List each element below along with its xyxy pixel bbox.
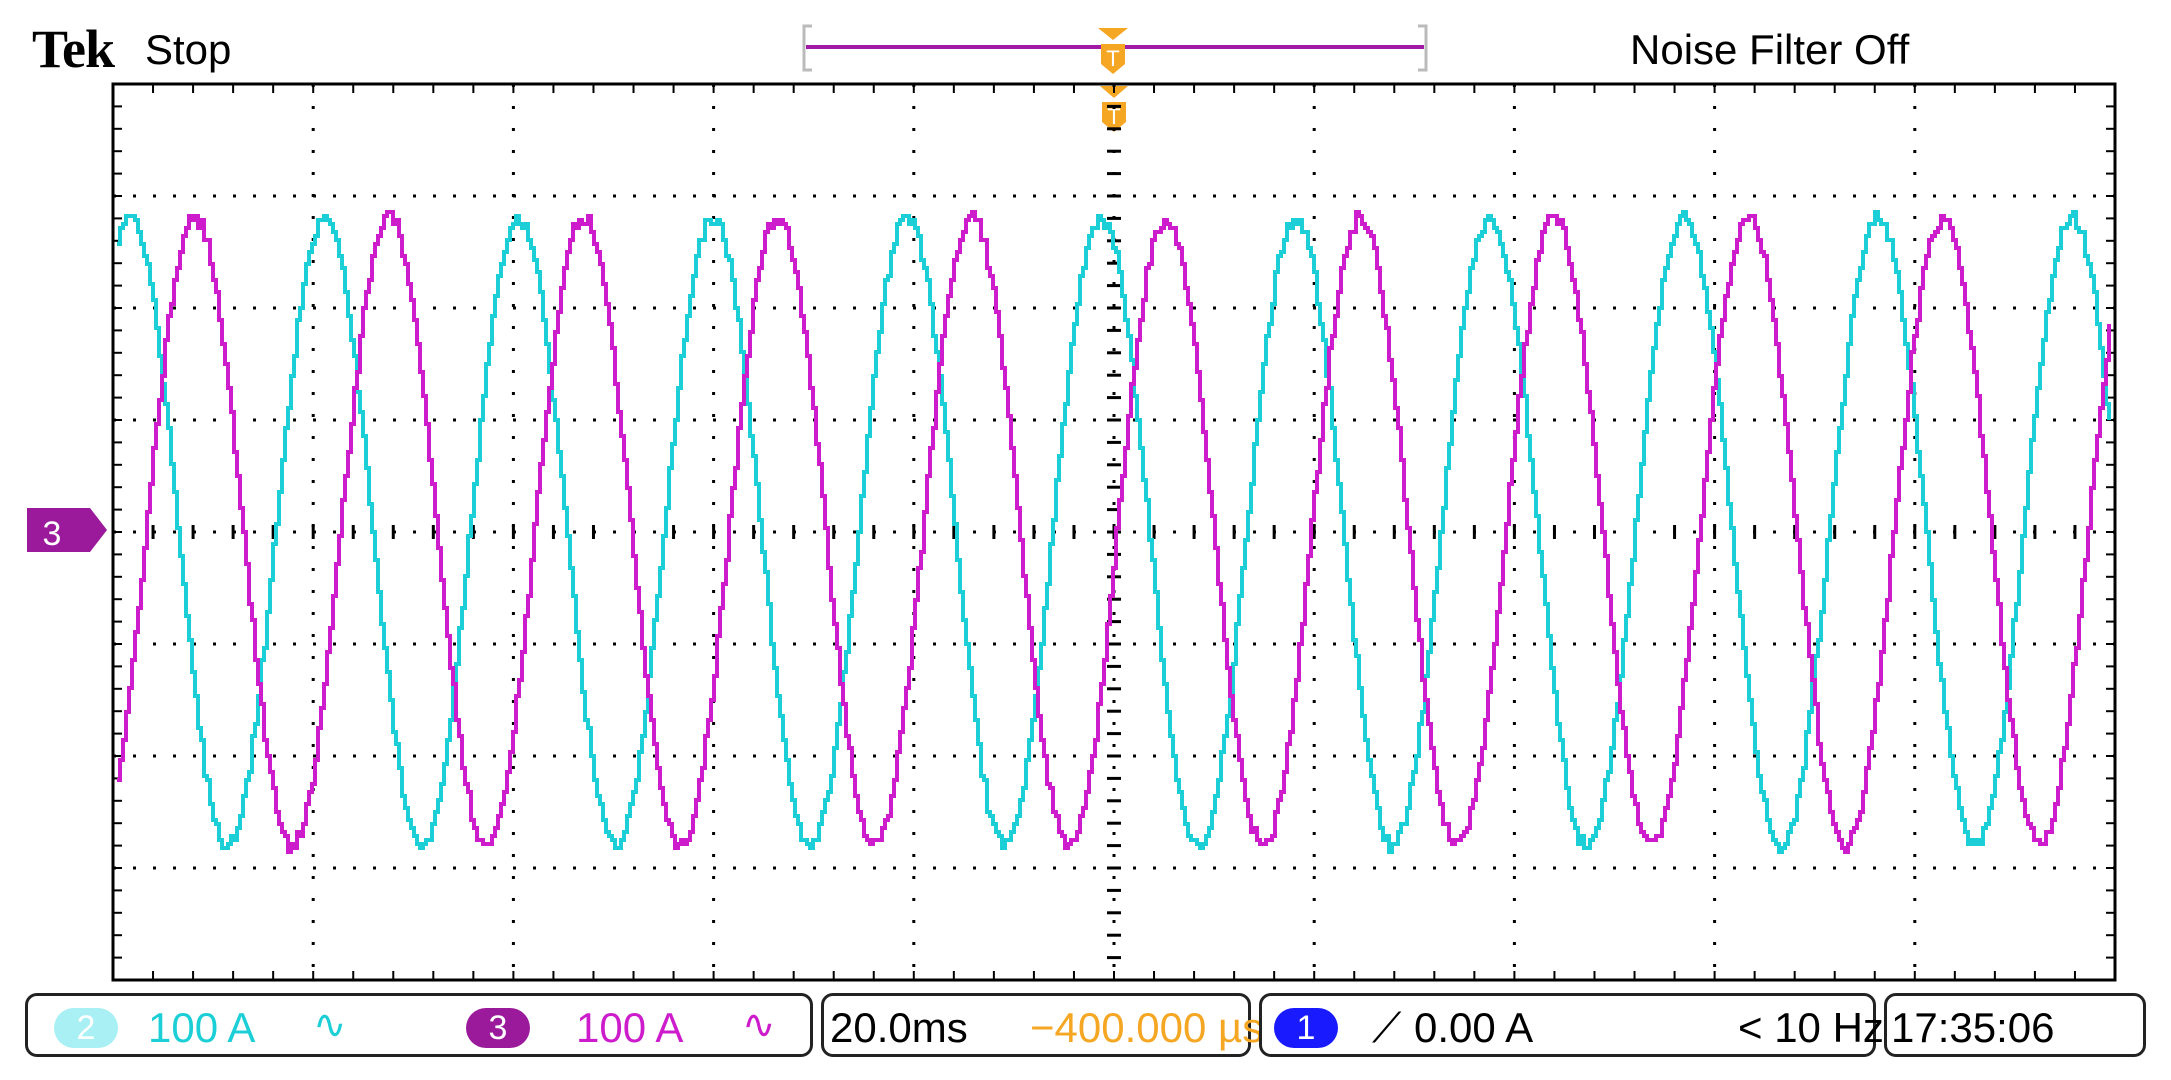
svg-text:T: T [1107, 104, 1120, 129]
svg-text:T: T [1106, 46, 1119, 71]
ch3-marker-label: 3 [43, 515, 62, 553]
ch3-scale[interactable]: 100 A [576, 1004, 684, 1051]
acquisition-state: Stop [145, 26, 232, 73]
ch3-ac-coupling-icon: ∿ [742, 1003, 776, 1047]
timebase-scale[interactable]: 20.0ms [830, 1004, 968, 1051]
trigger-frequency: < 10 Hz [1738, 1004, 1884, 1051]
trigger-source-badge[interactable]: 1 [1274, 1008, 1338, 1048]
tek-logo: Tek [32, 19, 115, 79]
vertical-settings-panel[interactable]: 2 100 A ∿ 3 100 A ∿ [25, 993, 813, 1057]
record-view-bar: T [802, 24, 1428, 74]
ch2-ac-coupling-icon: ∿ [313, 1003, 347, 1047]
noise-filter-status: Noise Filter Off [1630, 26, 1910, 73]
trigger-position-marker-top[interactable]: T [1098, 28, 1128, 74]
ch3-badge[interactable]: 3 [466, 1008, 530, 1048]
ch2-scale[interactable]: 100 A [148, 1004, 256, 1051]
trigger-level[interactable]: 0.00 A [1414, 1004, 1534, 1051]
rising-edge-icon: ⟋ [1372, 1004, 1402, 1051]
clock-panel: 17:35:06 [1884, 993, 2146, 1057]
ch3-ground-marker[interactable]: 3 [27, 508, 107, 553]
horizontal-settings-panel[interactable]: 20.0ms −400.000 µs [821, 993, 1263, 1057]
ch2-badge[interactable]: 2 [54, 1008, 118, 1048]
ch3-waveform [117, 210, 2111, 854]
ch2-waveform [117, 210, 2111, 854]
clock-time: 17:35:06 [1891, 1004, 2055, 1051]
graticule [111, 82, 2117, 982]
trigger-settings-panel[interactable]: 1 ⟋ 0.00 A < 10 Hz [1259, 993, 1884, 1057]
trigger-position[interactable]: −400.000 µs [1030, 1004, 1264, 1051]
